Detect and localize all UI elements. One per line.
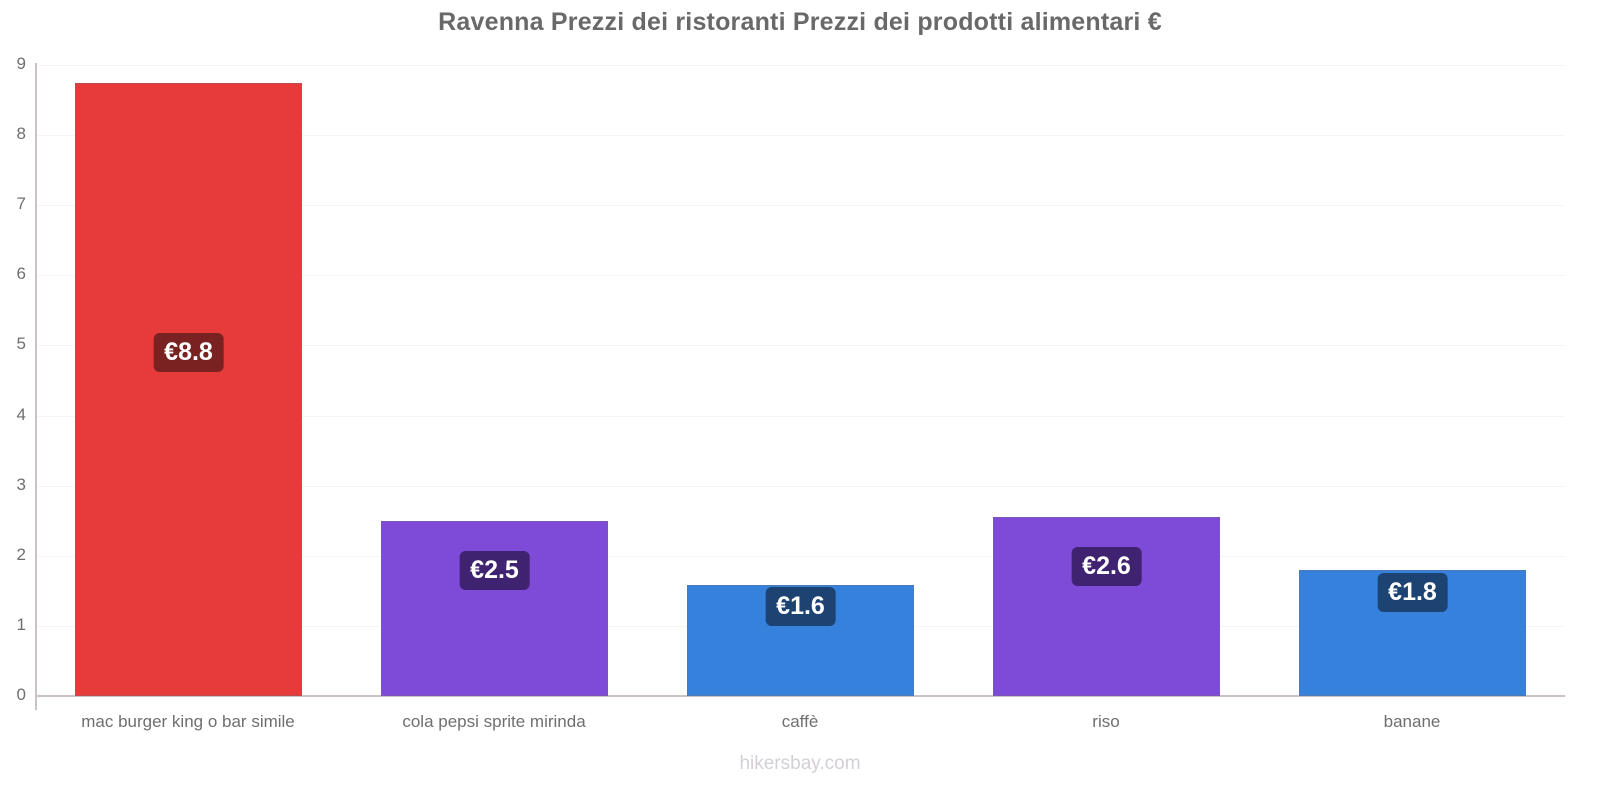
bar[interactable]: €1.6 [687,585,914,696]
footer-credit: hikersbay.com [739,753,861,774]
gridline [35,555,1565,557]
y-axis-tick-label: 9 [16,54,26,73]
x-axis-category-label: caffè [781,712,819,731]
gridline [35,345,1565,347]
bar-value-label: €1.6 [765,587,836,627]
x-axis-category-label: banane [1383,712,1441,731]
y-axis-line [35,63,37,710]
gridline [35,415,1565,417]
x-axis-line [35,695,1565,697]
gridline [35,485,1565,487]
bar[interactable]: €2.5 [381,521,608,696]
gridline [35,65,1565,66]
chart-title: Ravenna Prezzi dei ristoranti Prezzi dei… [438,8,1162,36]
y-axis-tick-label: 6 [16,264,26,284]
bar[interactable]: €2.6 [993,517,1220,696]
y-axis-tick-label: 4 [16,404,26,424]
bar-value-label: €2.6 [1071,547,1142,587]
gridline [35,205,1565,207]
x-axis-origin-tick [35,697,37,710]
bar[interactable]: €8.8 [75,82,302,696]
y-axis-tick-label: 0 [16,685,26,704]
gridline [35,275,1565,277]
bar-value-label: €1.8 [1377,573,1448,613]
x-axis-category-label: mac burger king o bar simile [81,712,295,731]
x-axis-category-label: riso [1092,712,1120,731]
x-axis-category-label: cola pepsi sprite mirinda [402,712,586,731]
y-axis-tick-label: 1 [16,614,26,634]
y-axis-tick-label: 2 [16,544,26,564]
y-axis-tick-label: 7 [16,194,26,214]
y-axis-tick-label: 3 [16,474,26,494]
bar-value-label: €2.5 [459,551,530,591]
bar[interactable]: €1.8 [1299,569,1526,696]
gridline [35,135,1565,137]
y-axis-tick-label: 8 [16,124,26,144]
y-axis-tick-label: 5 [16,334,26,354]
bar-value-label: €8.8 [153,333,224,373]
